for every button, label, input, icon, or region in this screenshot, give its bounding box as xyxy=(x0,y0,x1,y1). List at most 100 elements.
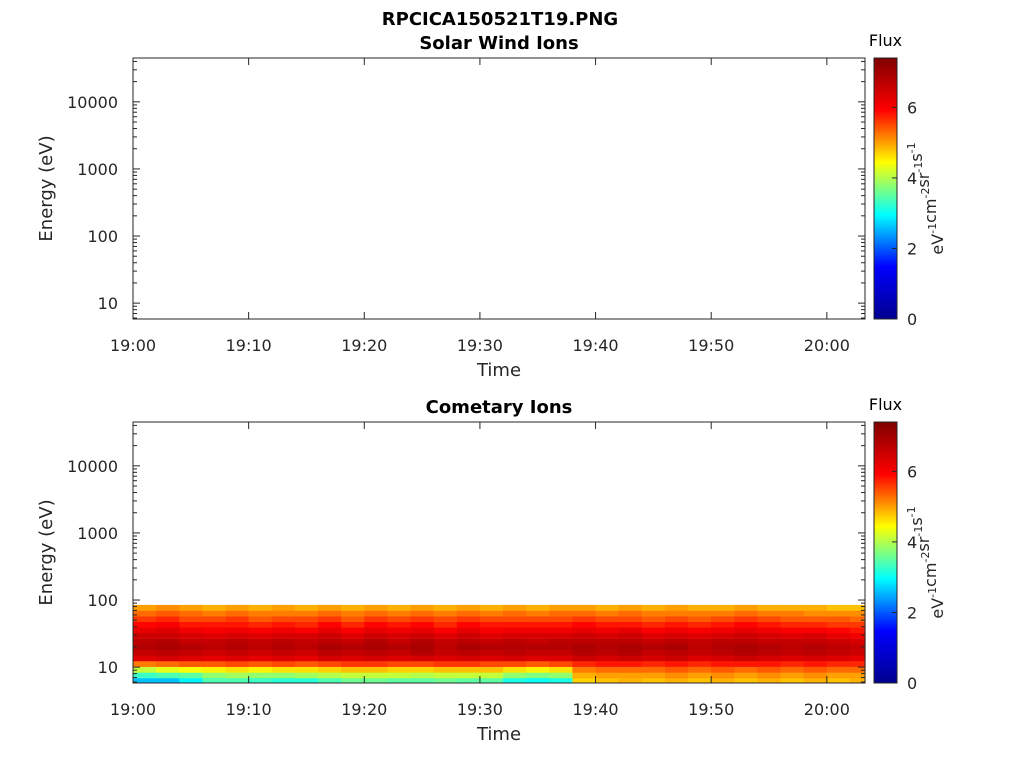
heatmap-cell xyxy=(780,677,805,684)
heatmap-cell xyxy=(503,677,527,684)
heatmap-cell xyxy=(526,604,550,611)
heatmap-cell xyxy=(734,677,759,684)
heatmap-cell xyxy=(248,649,273,656)
heatmap-cell xyxy=(248,644,273,651)
heatmap-cell xyxy=(664,610,689,617)
heatmap-cell xyxy=(479,621,504,628)
heatmap-cell xyxy=(433,672,458,679)
heatmap-cell xyxy=(410,627,435,634)
heatmap-cell xyxy=(202,666,227,673)
heatmap-cell xyxy=(780,610,805,617)
heatmap-cell xyxy=(179,610,203,617)
heatmap-cell xyxy=(294,632,319,639)
unit-part: eV xyxy=(928,598,947,619)
heatmap-cell xyxy=(688,655,712,662)
heatmap-cell xyxy=(572,638,597,645)
heatmap-cell xyxy=(503,632,527,639)
panel-title: Solar Wind Ions xyxy=(419,33,578,54)
unit-part: -1 xyxy=(926,587,939,598)
heatmap-cell xyxy=(318,661,342,667)
heatmap-cell xyxy=(318,672,342,679)
heatmap-cell xyxy=(156,644,180,651)
heatmap-cell xyxy=(780,672,805,679)
heatmap-cell xyxy=(757,661,782,667)
heatmap-cell xyxy=(757,672,782,679)
heatmap-cell xyxy=(179,621,203,628)
heatmap-cell xyxy=(294,644,319,651)
heatmap-cell xyxy=(688,644,712,651)
heatmap-cell xyxy=(734,638,759,645)
heatmap-cell xyxy=(479,649,504,656)
heatmap-cell xyxy=(456,644,481,651)
heatmap-cell xyxy=(456,616,481,622)
heatmap-cell xyxy=(503,644,527,651)
heatmap-cell xyxy=(711,644,735,651)
heatmap-cell xyxy=(641,627,666,634)
heatmap-cell xyxy=(849,655,866,662)
heatmap-cell xyxy=(156,649,180,656)
x-axis-label: Time xyxy=(476,724,521,745)
heatmap-cell xyxy=(248,627,273,634)
heatmap-cell xyxy=(133,644,157,651)
heatmap-cell xyxy=(503,616,527,622)
heatmap-cell xyxy=(364,621,389,628)
heatmap-cell xyxy=(826,655,851,662)
heatmap-cell xyxy=(318,644,342,651)
heatmap-cell xyxy=(780,627,805,634)
heatmap-cell xyxy=(341,677,365,684)
heatmap-cell xyxy=(433,621,458,628)
colorbar-title: Flux xyxy=(869,31,902,50)
heatmap-cell xyxy=(757,627,782,634)
heatmap-cell xyxy=(479,666,504,673)
unit-part: eV xyxy=(928,234,947,255)
heatmap-cell xyxy=(294,655,319,662)
heatmap-cell xyxy=(549,616,574,622)
heatmap-cell xyxy=(271,632,296,639)
heatmap-cell xyxy=(618,638,643,645)
heatmap-cell xyxy=(803,616,828,622)
heatmap-cell xyxy=(225,666,250,673)
heatmap-cell xyxy=(456,632,481,639)
heatmap-cell xyxy=(479,610,504,617)
heatmap-cell xyxy=(595,627,620,634)
heatmap-cell xyxy=(734,610,759,617)
heatmap-cell xyxy=(780,621,805,628)
heatmap-cell xyxy=(849,677,866,684)
heatmap-cell xyxy=(688,661,712,667)
heatmap-cell xyxy=(156,672,180,679)
heatmap-cell xyxy=(179,632,203,639)
heatmap-cell xyxy=(479,616,504,622)
heatmap-cell xyxy=(271,638,296,645)
heatmap-cell xyxy=(711,621,735,628)
heatmap-cell xyxy=(503,638,527,645)
heatmap-cell xyxy=(133,666,157,673)
heatmap-cell xyxy=(318,610,342,617)
heatmap-cell xyxy=(248,672,273,679)
heatmap-cell xyxy=(225,621,250,628)
heatmap-cell xyxy=(803,672,828,679)
heatmap-cell xyxy=(526,655,550,662)
heatmap-cell xyxy=(433,616,458,622)
heatmap-cell xyxy=(410,610,435,617)
x-tick-label: 19:30 xyxy=(457,700,503,719)
y-tick-label: 1000 xyxy=(77,524,118,543)
heatmap-cell xyxy=(225,610,250,617)
heatmap-cell xyxy=(202,649,227,656)
heatmap-cell xyxy=(479,677,504,684)
y-axis-label: Energy (eV) xyxy=(36,135,57,241)
heatmap-cell xyxy=(641,655,666,662)
heatmap-cell xyxy=(202,604,227,611)
heatmap-cell xyxy=(572,655,597,662)
colorbar-tick-label: 2 xyxy=(907,239,917,258)
heatmap-cell xyxy=(433,666,458,673)
heatmap-cell xyxy=(664,621,689,628)
heatmap-cell xyxy=(641,616,666,622)
heatmap-cell xyxy=(248,666,273,673)
heatmap-cell xyxy=(618,604,643,611)
heatmap-cell xyxy=(318,627,342,634)
heatmap-cell xyxy=(526,621,550,628)
heatmap-cell xyxy=(225,672,250,679)
colorbar-tick-label: 2 xyxy=(907,603,917,622)
heatmap-cell xyxy=(664,677,689,684)
heatmap-cell xyxy=(526,649,550,656)
